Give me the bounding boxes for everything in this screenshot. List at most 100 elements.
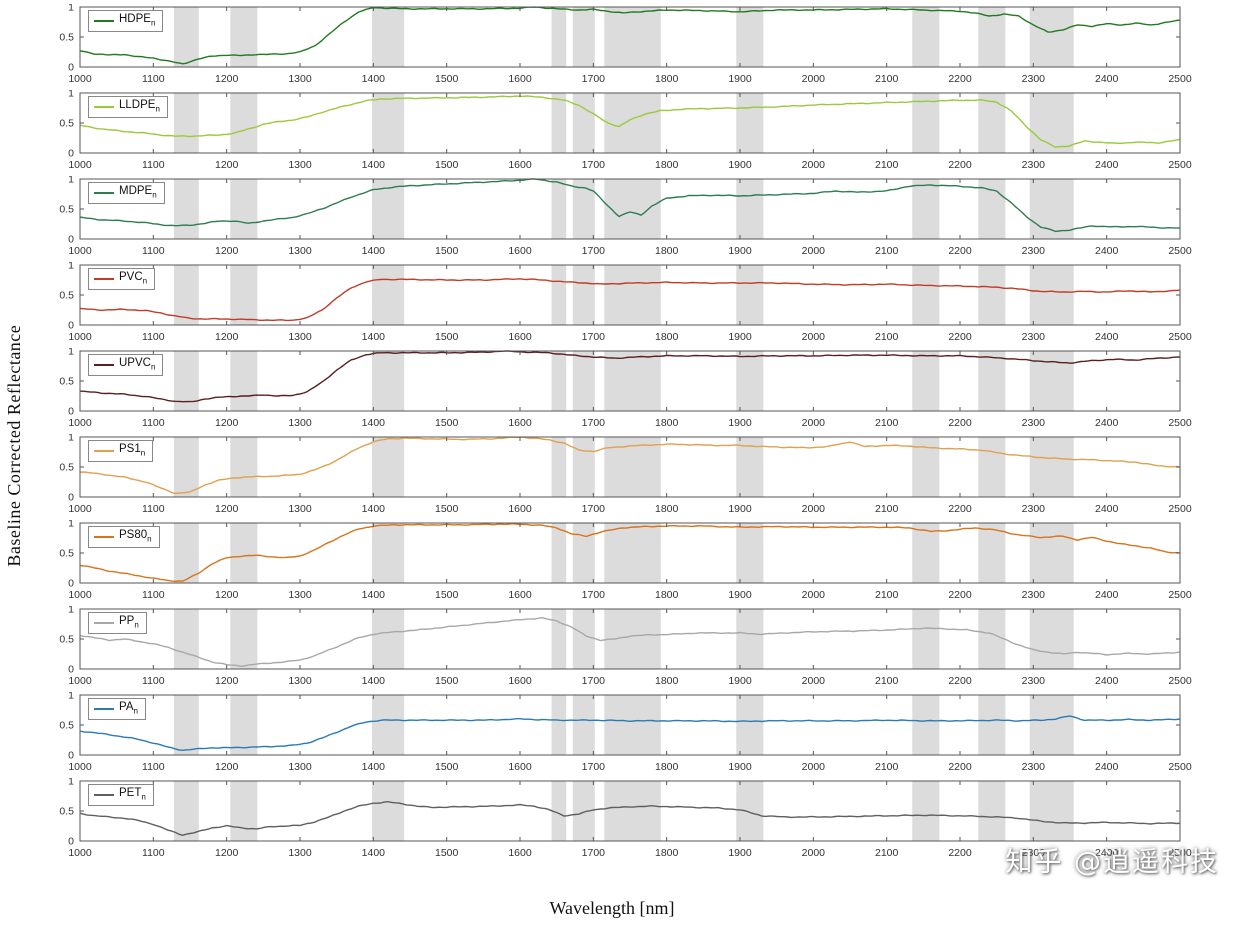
legend-label: PS80n — [119, 529, 152, 544]
x-tick-label: 2300 — [1022, 331, 1046, 343]
x-tick-label: 2200 — [948, 847, 972, 859]
y-tick-label: 1 — [68, 606, 74, 616]
x-tick-label: 2000 — [802, 847, 826, 859]
x-tick-label: 2100 — [875, 675, 899, 687]
x-tick-label: 1300 — [288, 331, 312, 343]
x-tick-label: 1500 — [435, 245, 459, 257]
y-tick-label: 1 — [68, 176, 74, 186]
x-tick-label: 2100 — [875, 761, 899, 773]
subplot-mdpe: 1000 1100 1200 1300 1400 1500 1600 1700 1800 1900… — [28, 176, 1196, 262]
y-tick-label: 0.5 — [59, 118, 74, 130]
x-tick-label: 2400 — [1095, 245, 1119, 257]
series-line-lldpe — [79, 95, 1181, 148]
x-tick-label: 2000 — [802, 245, 826, 257]
x-tick-label: 1100 — [142, 503, 165, 515]
legend-mdpe: MDPEn — [88, 182, 165, 205]
x-tick-label: 1700 — [582, 761, 606, 773]
legend-label: HDPEn — [119, 13, 156, 28]
subplot-pp: 1000 1100 1200 1300 1400 1500 1600 1700 1800 1900… — [28, 606, 1196, 692]
legend-line-sample — [94, 708, 114, 711]
subplot-pet: 1000 1100 1200 1300 1400 1500 1600 1700 1800 1900… — [28, 778, 1196, 864]
x-tick-label: 1900 — [728, 847, 752, 859]
x-tick-label: 1800 — [655, 159, 679, 171]
x-tick-label: 1600 — [508, 159, 532, 171]
x-tick-label: 1200 — [215, 847, 239, 859]
legend-line-sample — [94, 278, 114, 281]
x-axis-label: Wavelength [nm] — [549, 898, 675, 918]
x-tick-label: 1000 — [68, 417, 92, 429]
series-line-ps1 — [79, 436, 1181, 495]
x-tick-label: 2000 — [802, 159, 826, 171]
legend-line-sample — [94, 536, 114, 539]
x-tick-label: 2500 — [1168, 675, 1192, 687]
x-tick-label: 2000 — [802, 675, 826, 687]
x-tick-label: 1400 — [362, 761, 386, 773]
plot-canvas-ps1: 1000 1100 1200 1300 1400 1500 1600 1700 1800 1900… — [59, 434, 1191, 515]
legend-pp: PPn — [88, 612, 147, 635]
x-tick-label: 1400 — [362, 245, 386, 257]
x-tick-label: 2300 — [1022, 417, 1046, 429]
x-tick-label: 2500 — [1168, 761, 1192, 773]
x-tick-label: 2100 — [875, 847, 899, 859]
x-tick-label: 2100 — [875, 503, 899, 515]
x-tick-label: 1400 — [362, 159, 386, 171]
x-tick-label: 1200 — [215, 675, 239, 687]
x-tick-label: 1400 — [362, 589, 386, 601]
y-tick-label: 1 — [68, 520, 74, 530]
x-tick-label: 1100 — [142, 847, 165, 859]
y-axis-label: Baseline Corrected Reflectance — [4, 324, 24, 567]
x-tick-label: 1600 — [508, 245, 532, 257]
x-tick-label: 1400 — [362, 847, 386, 859]
x-tick-label: 2300 — [1022, 675, 1046, 687]
x-tick-label: 1400 — [362, 503, 386, 515]
x-tick-label: 1600 — [508, 675, 532, 687]
x-tick-label: 1800 — [655, 589, 679, 601]
y-tick-label: 0 — [68, 750, 74, 762]
plot-canvas-pa: 1000 1100 1200 1300 1400 1500 1600 1700 1800 1900… — [59, 692, 1192, 773]
legend-ps80: PS80n — [88, 526, 160, 549]
x-tick-label: 1000 — [68, 503, 92, 515]
legend-line-sample — [94, 364, 114, 367]
x-tick-label: 2200 — [948, 761, 972, 773]
y-tick-label: 0 — [68, 836, 74, 848]
x-tick-label: 2200 — [948, 159, 972, 171]
y-tick-label: 1 — [68, 348, 74, 358]
x-tick-label: 2500 — [1168, 417, 1192, 429]
x-tick-label: 1900 — [728, 159, 752, 171]
series-line-pet — [79, 801, 1181, 836]
x-tick-label: 2300 — [1022, 73, 1046, 85]
x-tick-label: 2000 — [802, 503, 826, 515]
y-tick-label: 0 — [68, 320, 74, 332]
x-tick-label: 1900 — [728, 331, 752, 343]
x-tick-label: 1700 — [582, 503, 606, 515]
x-tick-label: 2000 — [802, 73, 826, 85]
x-tick-label: 2000 — [802, 417, 826, 429]
legend-line-sample — [94, 450, 114, 453]
subplot-pvc: 1000 1100 1200 1300 1400 1500 1600 1700 1800 1900… — [28, 262, 1196, 348]
legend-line-sample — [94, 794, 114, 797]
x-tick-label: 2400 — [1095, 73, 1119, 85]
x-tick-label: 2200 — [948, 245, 972, 257]
x-tick-label: 2300 — [1022, 589, 1046, 601]
x-tick-label: 1500 — [435, 675, 459, 687]
x-tick-label: 1900 — [728, 675, 752, 687]
legend-pa: PAn — [88, 698, 146, 721]
y-tick-label: 0.5 — [59, 290, 74, 302]
x-tick-label: 1300 — [288, 245, 312, 257]
x-tick-label: 1300 — [288, 503, 312, 515]
subplot-stack: 1000 1100 1200 1300 1400 1500 1600 1700 1800 1900… — [28, 4, 1208, 864]
legend-label: MDPEn — [119, 185, 157, 200]
y-tick-label: 0 — [68, 406, 74, 418]
x-tick-label: 2000 — [802, 761, 826, 773]
y-tick-label: 0 — [68, 492, 74, 504]
legend-pet: PETn — [88, 784, 154, 807]
x-tick-label: 1200 — [215, 417, 239, 429]
x-tick-label: 1700 — [582, 245, 606, 257]
series-line-hdpe — [79, 6, 1181, 65]
x-tick-label: 1200 — [215, 589, 239, 601]
x-tick-label: 2100 — [875, 331, 899, 343]
x-tick-label: 1200 — [215, 503, 239, 515]
legend-label: PS1n — [119, 443, 146, 458]
x-tick-label: 1600 — [508, 503, 532, 515]
